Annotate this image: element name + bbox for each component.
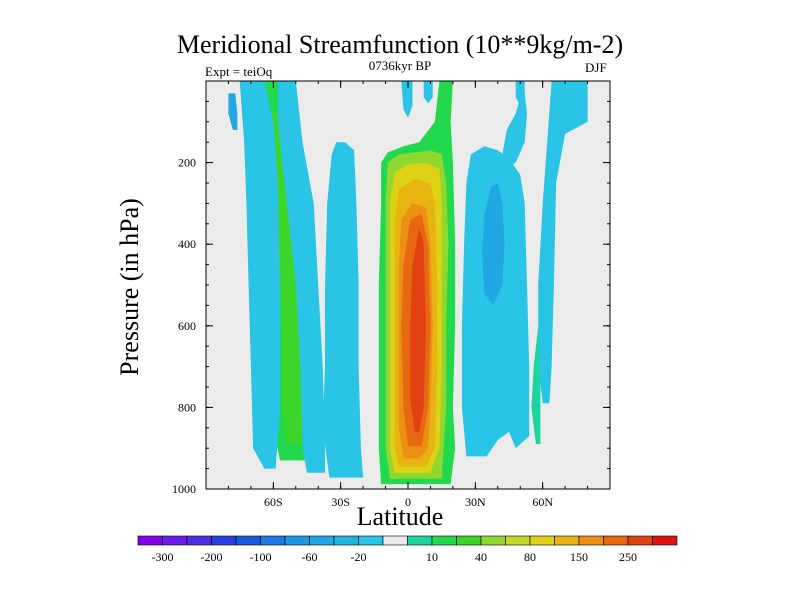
colorbar-swatch: [309, 535, 335, 546]
colorbar: -300 -200 -100 -60 -20 10 40 80 150 250: [137, 535, 678, 564]
y-axis: 200 400 600 800 1000: [172, 80, 610, 496]
contour-nh-midlat-cyan: [538, 81, 588, 404]
contour-nh-midlat-green-drip: [531, 325, 541, 445]
experiment-label: Expt = teiOq: [205, 64, 273, 79]
colorbar-swatch: [578, 535, 604, 546]
contour-sh-left-strip-blue: [228, 93, 238, 130]
x-axis-label: Latitude: [356, 502, 444, 531]
colorbar-label: -100: [250, 550, 272, 564]
colorbar-swatch: [431, 535, 457, 546]
colorbar-label: 80: [524, 550, 536, 564]
x-axis: 60S 30S 0 30N 60N: [205, 81, 611, 509]
contour-sh-subtropical-band: [322, 142, 364, 478]
contour-eq-top-cyan-2: [423, 81, 433, 104]
colorbar-swatch: [505, 535, 531, 546]
contour-sh-midlat-cyan-right: [277, 81, 325, 473]
colorbar-label: 40: [475, 550, 487, 564]
contour-sh-midlat-green-inner: [271, 113, 307, 445]
x-tick-label: 0: [405, 495, 411, 509]
x-tick-label: 60S: [264, 495, 283, 509]
contour-sh-tropical-core-7: [410, 227, 426, 432]
colorbar-label: -200: [201, 550, 223, 564]
chart-title: Meridional Streamfunction (10**9kg/m-2): [176, 30, 624, 59]
colorbar-swatch: [603, 535, 629, 546]
colorbar-label: -300: [152, 550, 174, 564]
contour-nh-top-cyan-left: [502, 93, 527, 167]
colorbar-swatch: [186, 535, 212, 546]
colorbar-swatch: [211, 535, 237, 546]
contour-layer: [228, 81, 588, 485]
x-tick-label: 60N: [532, 495, 553, 509]
colorbar-swatch: [407, 535, 433, 546]
y-tick-label: 200: [178, 156, 196, 170]
colorbar-swatch: [333, 535, 359, 546]
y-tick-label: 1000: [172, 482, 196, 496]
colorbar-label: -60: [302, 550, 318, 564]
contour-nh-tropical-blue: [482, 183, 505, 306]
chart-subtitle: 0736kyr BP: [368, 58, 432, 73]
colorbar-swatch: [284, 535, 310, 546]
colorbar-swatch: [652, 535, 678, 546]
colorbar-swatch: [235, 535, 261, 546]
y-tick-label: 600: [178, 319, 196, 333]
colorbar-label: 250: [619, 550, 637, 564]
colorbar-swatch: [162, 535, 188, 546]
colorbar-swatch: [358, 535, 384, 546]
colorbar-swatch: [456, 535, 482, 546]
contour-nh-tropical-cyan: [461, 146, 530, 457]
colorbar-swatch: [627, 535, 653, 546]
contour-nh-right-tiny: [515, 81, 525, 106]
x-tick-label: 30N: [465, 495, 486, 509]
colorbar-label: -20: [351, 550, 367, 564]
season-label: DJF: [585, 60, 607, 75]
colorbar-label: 150: [570, 550, 588, 564]
colorbar-label: 10: [426, 550, 438, 564]
colorbar-swatch: [554, 535, 580, 546]
y-axis-label: Pressure (in hPa): [115, 198, 144, 376]
colorbar-swatch: [529, 535, 555, 546]
contour-eq-top-cyan: [401, 81, 413, 118]
colorbar-swatch: [382, 535, 408, 546]
x-tick-label: 30S: [331, 495, 350, 509]
y-tick-label: 800: [178, 400, 196, 414]
colorbar-swatch: [480, 535, 506, 546]
colorbar-swatch: [260, 535, 286, 546]
colorbar-swatch: [137, 535, 163, 546]
contour-sh-midlat-cyan-left: [239, 81, 281, 469]
y-tick-label: 400: [178, 237, 196, 251]
